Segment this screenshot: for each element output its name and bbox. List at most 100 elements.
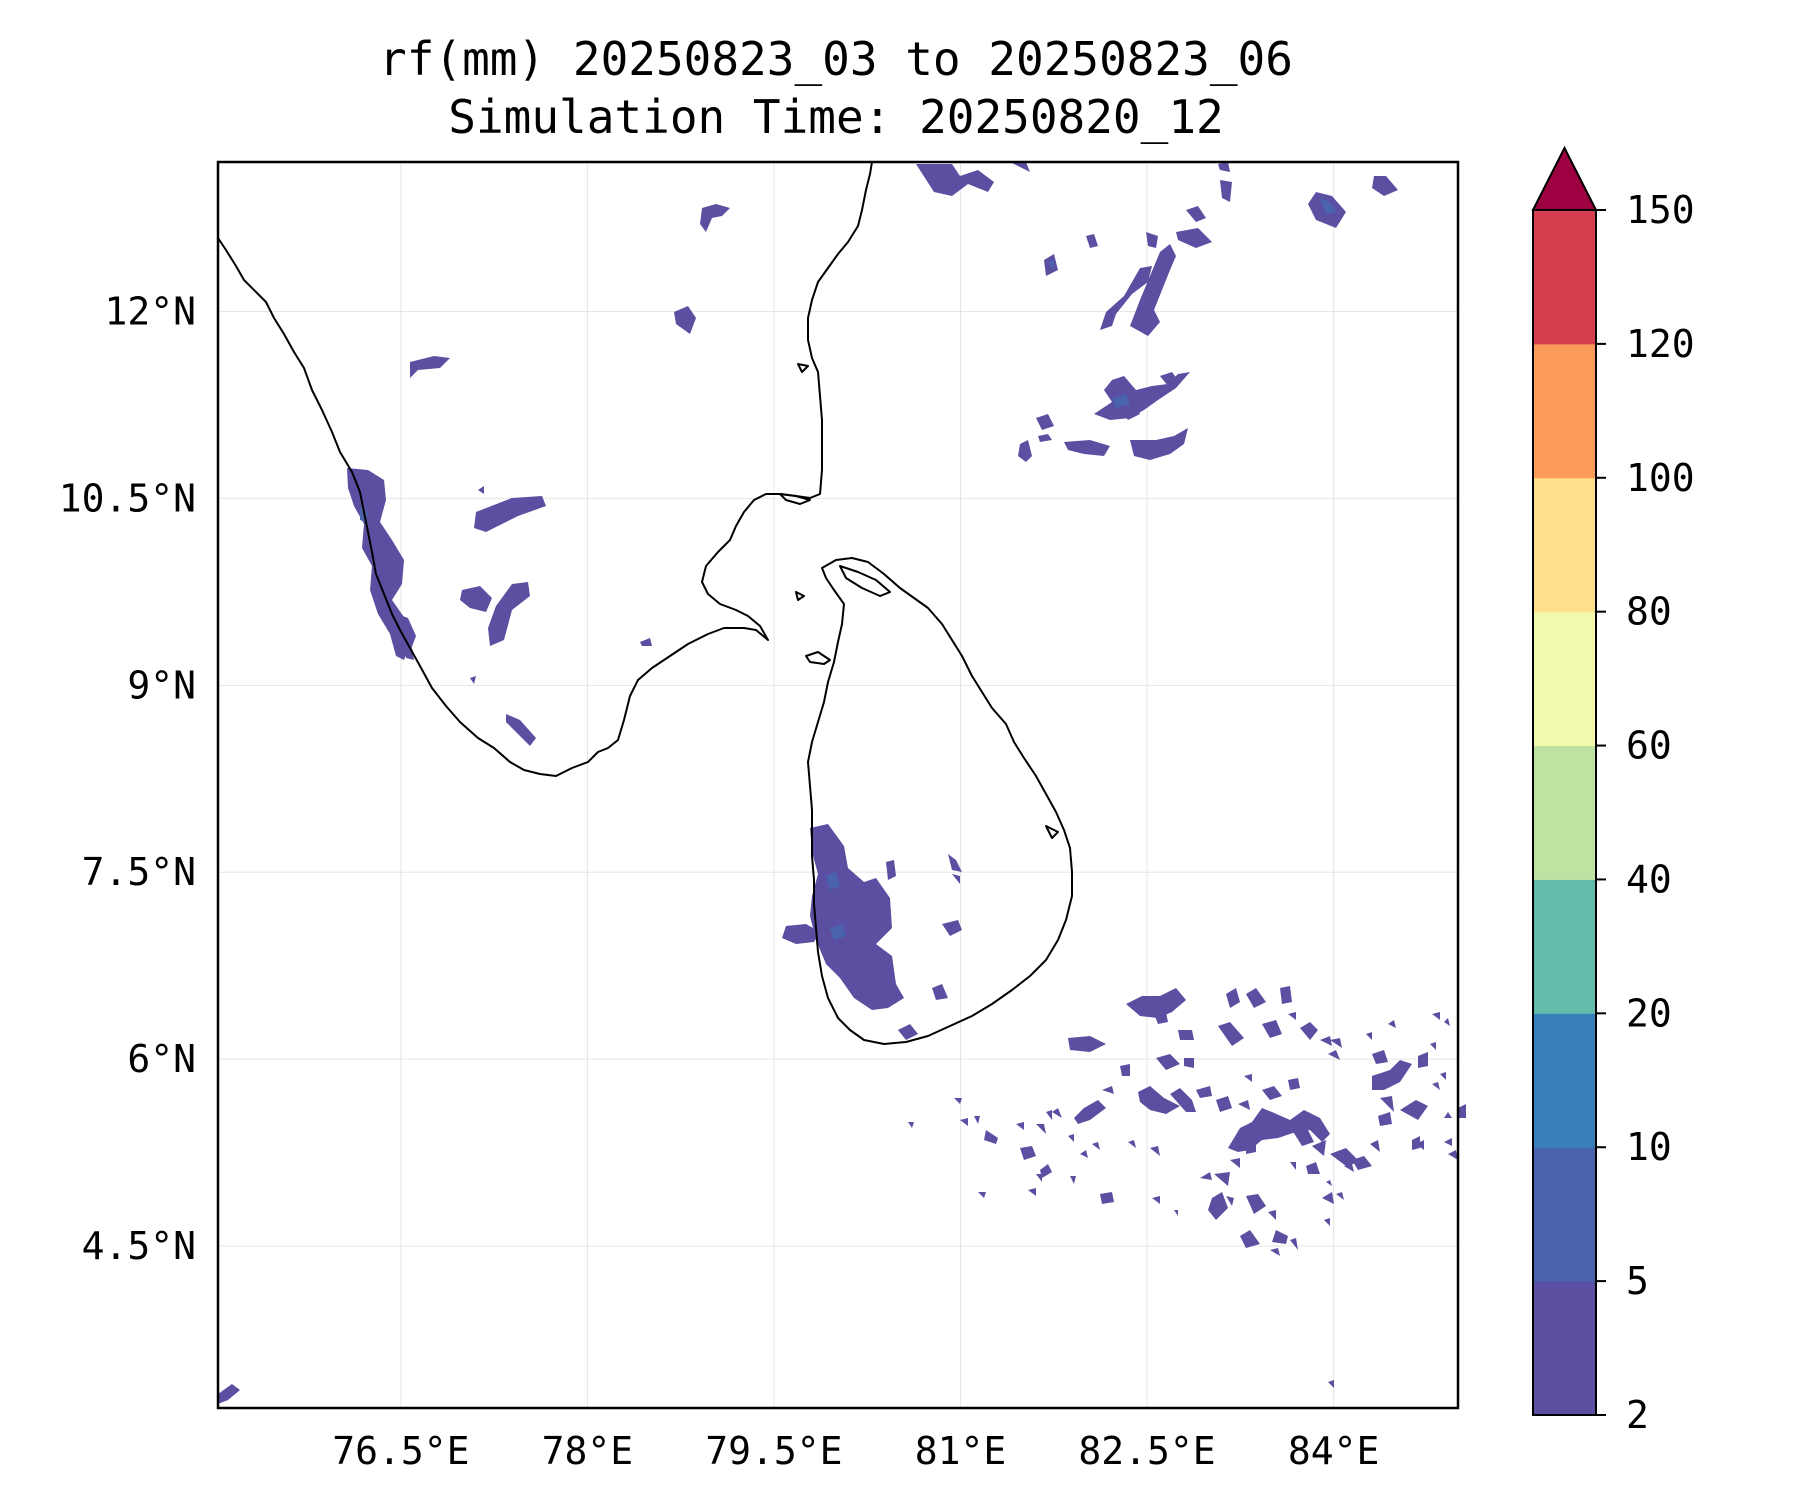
rain-patch-tn-1: [474, 496, 546, 532]
rain-patch-top-1: [916, 164, 994, 196]
rain-patch-se-63: [908, 1122, 914, 1128]
rain-patch-sl-west-2: [782, 924, 820, 944]
rain-patch-se-66: [1036, 1174, 1042, 1182]
rain-patch-se-88: [1270, 1248, 1280, 1256]
rain-patch-se-55: [1020, 1146, 1036, 1160]
rain-patch-se-31: [1372, 1050, 1388, 1064]
rain-patch-se-56: [1036, 1124, 1046, 1134]
rain-patch-bob-4: [1064, 440, 1110, 456]
coastline-mannar-island: [805, 651, 831, 665]
rain-patch-se-73: [1152, 1196, 1160, 1204]
rain-patch-se-77: [1174, 1210, 1178, 1216]
rain-patch-se-91: [1444, 1018, 1450, 1026]
rain-patch-se-75: [1326, 1180, 1332, 1186]
rain-patch-se-70: [1100, 1192, 1114, 1204]
rain-patch-se-57: [1046, 1110, 1052, 1120]
rain-patch-bob-8: [1036, 414, 1054, 430]
rain-patch-bob-5: [1130, 428, 1188, 460]
colorbar-frame: [1532, 209, 1597, 1416]
colorbar-tick-label: 5: [1626, 1259, 1649, 1303]
rain-patch-se-29: [1352, 1156, 1372, 1170]
lon-tick-label: 84°E: [1288, 1429, 1380, 1473]
rain-patch-tn-4: [410, 356, 450, 378]
rain-patch-se-68: [1080, 1150, 1088, 1158]
rain-patch-tn-7: [506, 714, 536, 746]
rain-patch-se-45: [1366, 1032, 1372, 1040]
rain-patch-tn-9: [640, 638, 652, 646]
rain-patch-se-85: [1290, 1238, 1298, 1250]
rain-patch-se-20: [1262, 1086, 1282, 1100]
rain-patch-se-86: [1324, 1218, 1330, 1226]
map-panel: 76.5°E 78°E 79.5°E 81°E 82.5°E 84°E 12°N 10.5°…: [59, 160, 1466, 1473]
rain-patch-se-17: [1196, 1086, 1212, 1098]
rain-patch-top-11: [1146, 232, 1158, 248]
colorbar-segment: [1533, 879, 1596, 1014]
rain-patch-sl-4: [932, 984, 948, 1000]
map-gridlines: [218, 162, 1458, 1408]
rain-patch-kerala-1: [404, 644, 414, 660]
rain-patch-top-7: [1186, 206, 1206, 222]
colorbar-tick-label: 10: [1626, 1125, 1672, 1169]
coastline-ramnad: [779, 493, 811, 505]
rain-patch-bob-6: [1018, 440, 1032, 462]
rain-patch-se-44: [1328, 1050, 1340, 1060]
colorbar-segment: [1533, 1013, 1596, 1148]
rain-patch-se-4: [1178, 1030, 1194, 1040]
rain-patch-sl-2: [948, 854, 962, 872]
lat-tick-label: 7.5°N: [82, 850, 196, 894]
rain-patch-sl-west: [810, 824, 904, 1010]
rain-patch-se-47: [1214, 1172, 1230, 1186]
rain-patch-tn-2: [460, 586, 492, 612]
rain-patch-se-82: [1328, 1380, 1334, 1388]
rain-patch-se-49: [1290, 1162, 1296, 1170]
rain-patch-se-74: [1336, 1192, 1344, 1200]
rain-patch-se-6: [1246, 988, 1266, 1008]
coastline-india: [217, 161, 873, 777]
latitude-ticks: 12°N 10.5°N 9°N 7.5°N 6°N 4.5°N: [59, 290, 196, 1269]
rain-patch-bob-7: [1038, 434, 1052, 442]
colorbar-tick-label: 2: [1626, 1393, 1649, 1437]
rain-patch-se-89: [1288, 1012, 1296, 1020]
colorbar-tick-label: 60: [1626, 724, 1672, 768]
rain-patch-tn-3: [488, 582, 530, 646]
colorbar-segment: [1533, 611, 1596, 747]
rain-patch-se-3: [1154, 1012, 1168, 1024]
rain-patch-se-62: [974, 1116, 980, 1124]
coastline-jaffna-lagoon: [839, 565, 891, 597]
rain-patch-se-33: [1372, 1060, 1412, 1090]
lat-tick-label: 4.5°N: [82, 1224, 196, 1268]
coastline-islet-3: [1045, 825, 1059, 839]
rain-patch-se-25: [1292, 1126, 1314, 1146]
rain-patch-se-15: [1138, 1086, 1180, 1114]
rain-patch-se-24: [1246, 1140, 1256, 1154]
colorbar-tick-label: 20: [1626, 991, 1672, 1035]
rain-patch-se-83: [1240, 1230, 1260, 1248]
rain-patch-se-5: [1226, 988, 1240, 1008]
rain-patch-se-10: [1300, 1022, 1318, 1040]
colorbar-segment: [1533, 343, 1596, 479]
rain-patch-bob-2b: [1160, 372, 1178, 386]
coastlines: [217, 161, 1073, 1045]
rain-patch-se-53: [1052, 1108, 1062, 1118]
rain-patch-se-2: [1126, 988, 1186, 1018]
rain-patch-se-64: [954, 1098, 962, 1104]
rain-patch-se-72: [978, 1192, 986, 1198]
colorbar-tick-label: 40: [1626, 857, 1672, 901]
lon-tick-label: 82.5°E: [1078, 1429, 1215, 1473]
rain-patch-heavier-spots: [360, 198, 1336, 940]
rain-patch-top-3: [1218, 162, 1230, 172]
rain-patch-top-8: [1176, 228, 1212, 248]
rain-patch-se-50: [1150, 1146, 1160, 1156]
lon-tick-label: 79.5°E: [705, 1429, 842, 1473]
coastline-islet-1: [795, 591, 805, 601]
rain-patch-se-95: [1344, 1164, 1354, 1172]
rain-patch-se-14: [1120, 1064, 1130, 1076]
rain-patch-kerala-south: [392, 612, 416, 652]
rain-patch-se-87: [1226, 1196, 1234, 1206]
rain-patch-sl-1: [886, 860, 896, 880]
rain-patch-se-30: [1370, 1140, 1380, 1152]
colorbar-segment: [1533, 745, 1596, 880]
lon-tick-label: 78°E: [542, 1429, 634, 1473]
rain-patch-se-71: [1028, 1188, 1036, 1196]
colorbar-segment: [1533, 477, 1596, 613]
